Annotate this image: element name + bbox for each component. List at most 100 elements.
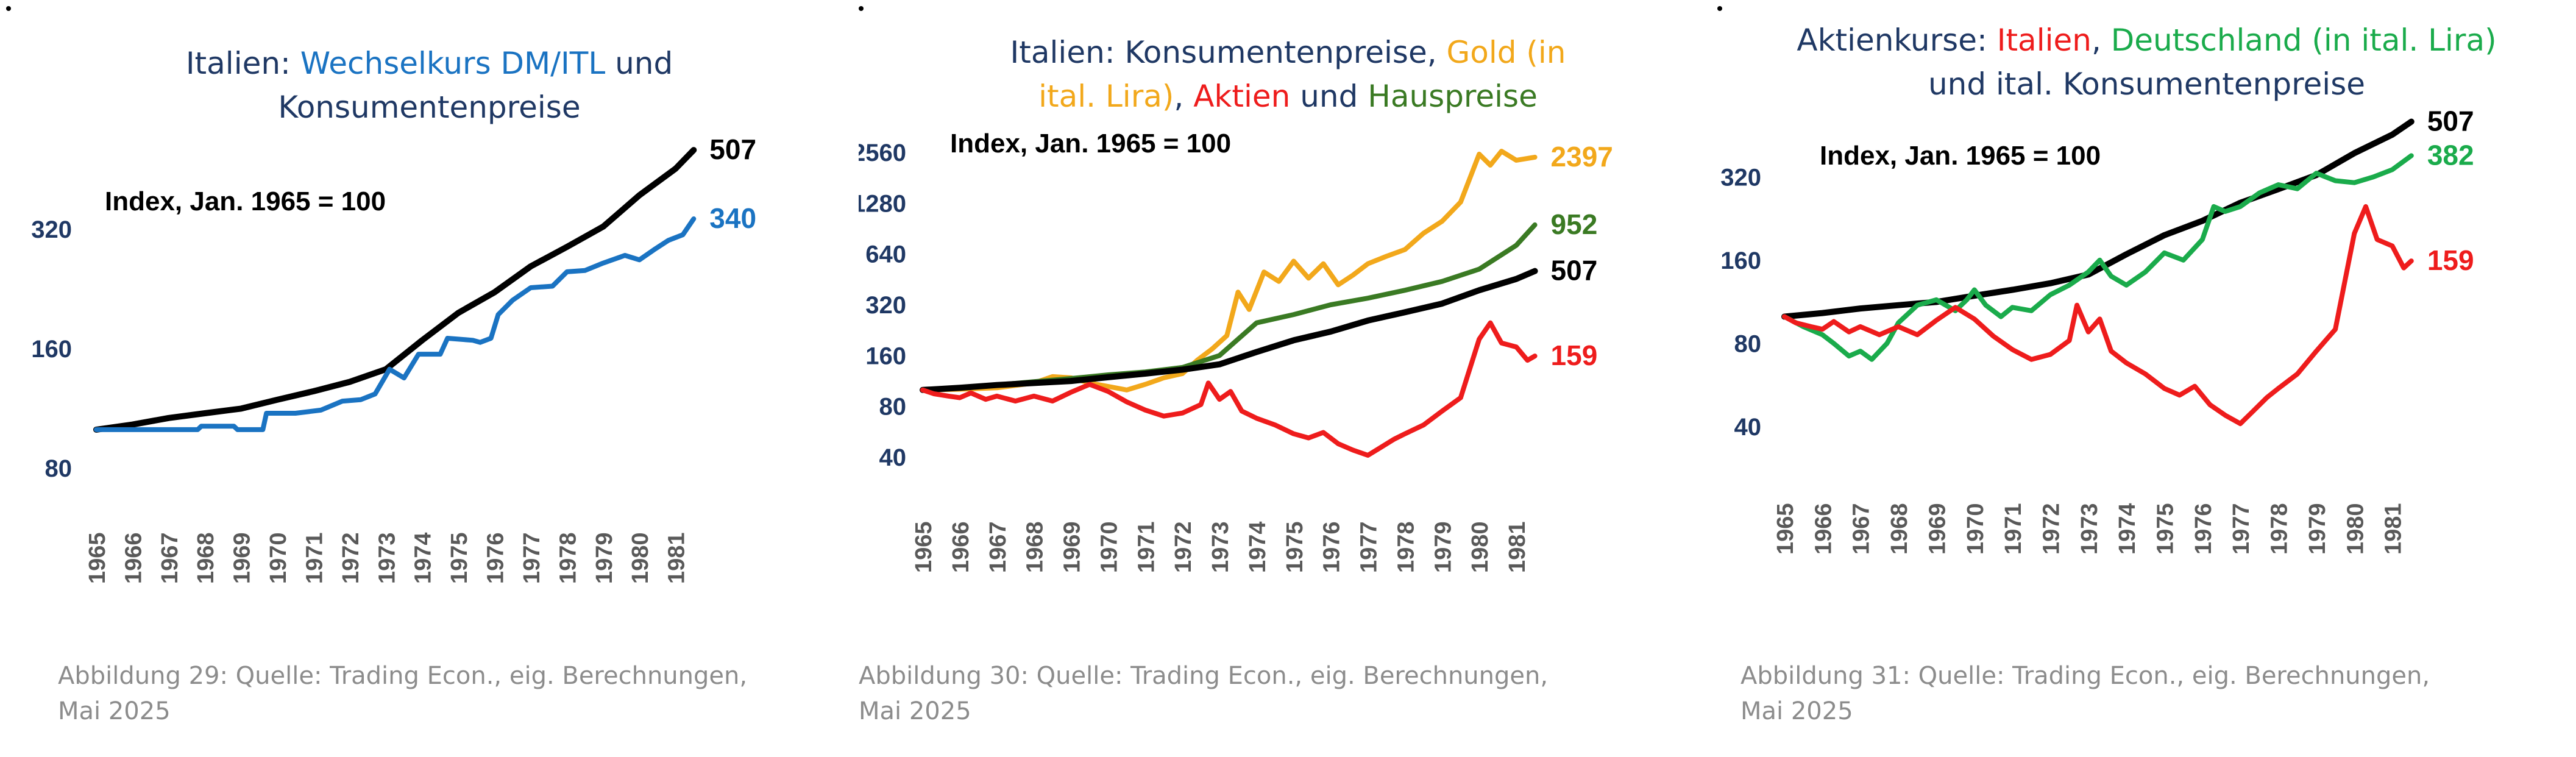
x-tick-label: 1970 <box>1963 503 1989 555</box>
corner-dot <box>1717 6 1722 11</box>
x-tick-label: 1966 <box>1811 503 1836 555</box>
end-value-label: 340 <box>709 202 756 234</box>
x-tick-label: 1977 <box>1357 521 1382 573</box>
x-tick-label: 1977 <box>519 532 545 584</box>
series-line-konsumentenpreise <box>93 147 697 433</box>
series-line-aktien <box>920 320 1538 458</box>
x-tick-label: 1978 <box>2267 503 2293 555</box>
x-tick-label: 1971 <box>302 532 327 584</box>
end-value-label: 507 <box>709 133 756 165</box>
title-part-0: Italien: Konsumentenpreise, <box>1010 35 1447 70</box>
x-tick-label: 1979 <box>592 532 617 584</box>
caption-line-2: Mai 2025 <box>1740 697 1853 725</box>
y-tick-label: 320 <box>865 292 906 319</box>
chart-title: Italien: Wechselkurs DM/ITL und Konsumen… <box>155 41 704 129</box>
title-part-2: , <box>1174 79 1194 114</box>
title-part-4: und <box>1290 79 1368 114</box>
caption-line-1: Abbildung 29: Quelle: Trading Econ., eig… <box>58 662 748 690</box>
y-tick-label: 640 <box>865 241 906 268</box>
corner-dot <box>859 6 864 11</box>
x-tick-label: 1968 <box>1023 521 1048 573</box>
title-part-3: Aktien <box>1193 79 1291 114</box>
x-tick-label: 1978 <box>555 532 581 584</box>
figure-caption: Abbildung 29: Quelle: Trading Econ., eig… <box>58 658 747 729</box>
chart-annotation: Index, Jan. 1965 = 100 <box>1820 141 2101 171</box>
title-part-3: Deutschland (in ital. Lira) <box>2110 23 2497 58</box>
series-line-konsumentenpreise <box>1781 118 2415 320</box>
y-tick-label: 80 <box>1734 330 1762 357</box>
series-line-italien <box>1782 204 2414 427</box>
x-tick-label: 1975 <box>1282 521 1308 573</box>
series-line-wechselkurs-dm-itl <box>94 216 697 432</box>
end-value-label: 2397 <box>1551 141 1613 172</box>
x-tick-label: 1972 <box>1171 521 1196 573</box>
x-tick-label: 1967 <box>985 521 1011 573</box>
series-line-konsumentenpreise <box>920 268 1538 393</box>
figure-caption: Abbildung 31: Quelle: Trading Econ., eig… <box>1740 658 2430 729</box>
figure-caption: Abbildung 30: Quelle: Trading Econ., eig… <box>859 658 1548 729</box>
x-tick-label: 1971 <box>2001 503 2026 555</box>
x-tick-label: 1981 <box>2381 503 2407 555</box>
y-tick-label: 320 <box>1720 164 1761 191</box>
x-tick-label: 1975 <box>2153 503 2179 555</box>
chart-panel-1: Italien: Wechselkurs DM/ITL und Konsumen… <box>0 0 859 757</box>
title-part-0: Aktienkurse: <box>1797 23 1997 58</box>
x-tick-label: 1972 <box>2038 503 2064 555</box>
x-tick-label: 1970 <box>1096 521 1122 573</box>
x-tick-label: 1967 <box>157 532 183 584</box>
end-value-label: 382 <box>2427 139 2474 171</box>
x-tick-label: 1966 <box>121 532 146 584</box>
end-value-label: 507 <box>2427 105 2474 137</box>
x-tick-label: 1973 <box>1208 521 1233 573</box>
x-tick-label: 1976 <box>1319 521 1345 573</box>
chart-annotation: Index, Jan. 1965 = 100 <box>105 187 386 216</box>
x-tick-label: 1969 <box>230 532 255 584</box>
caption-line-1: Abbildung 30: Quelle: Trading Econ., eig… <box>859 662 1549 690</box>
x-tick-label: 1966 <box>948 521 974 573</box>
x-tick-label: 1968 <box>1887 503 1912 555</box>
end-value-label: 952 <box>1551 208 1598 240</box>
x-tick-label: 1974 <box>1245 521 1271 573</box>
y-tick-label: 160 <box>31 336 72 363</box>
y-tick-label: 40 <box>879 444 907 471</box>
title-part-2: und Konsumentenpreise <box>278 46 673 125</box>
series-line-gold-in-ital-lira- <box>920 149 1538 393</box>
chart-svg: 80 160 320 1965 1966 1967 1968 1969 1970 1971 1972… <box>31 133 756 584</box>
x-tick-label: 1974 <box>411 532 436 584</box>
x-tick-label: 1976 <box>2191 503 2216 555</box>
x-tick-label: 1965 <box>85 532 110 584</box>
y-tick-label: 80 <box>879 394 907 421</box>
x-tick-label: 1980 <box>1467 521 1493 573</box>
y-tick-label: 80 <box>45 455 73 482</box>
title-part-1: Gold (in ital. Lira) <box>1038 35 1566 114</box>
series-line-deutschland-in-ital-lira- <box>1782 153 2414 362</box>
x-tick-label: 1965 <box>911 521 937 573</box>
x-tick-label: 1979 <box>1430 521 1456 573</box>
title-part-1: Wechselkurs DM/ITL <box>300 46 606 81</box>
x-tick-label: 1981 <box>664 532 690 584</box>
title-part-0: Italien: <box>185 46 300 81</box>
chart-panel-2: Italien: Konsumentenpreise, Gold (in ita… <box>859 0 1717 757</box>
end-value-label: 507 <box>1551 255 1598 286</box>
x-tick-label: 1969 <box>1925 503 1950 555</box>
x-tick-label: 1981 <box>1505 521 1530 573</box>
caption-line-2: Mai 2025 <box>859 697 971 725</box>
series-line-hauspreise <box>920 222 1538 393</box>
x-tick-label: 1967 <box>1849 503 1875 555</box>
x-tick-label: 1969 <box>1060 521 1085 573</box>
title-part-1: Italien <box>1996 23 2092 58</box>
x-tick-label: 1970 <box>266 532 291 584</box>
x-tick-label: 1973 <box>2077 503 2102 555</box>
title-part-5: Hauspreise <box>1368 79 1538 114</box>
title-part-2: , <box>2091 23 2111 58</box>
x-tick-label: 1975 <box>447 532 472 584</box>
y-tick-label: 160 <box>1720 247 1761 274</box>
corner-dot <box>6 6 11 11</box>
chart-svg: 40 80 160 320 640 1280 2560 1965 1966 1967 1968 196… <box>859 129 1613 573</box>
x-tick-label: 1973 <box>374 532 400 584</box>
x-tick-label: 1971 <box>1134 521 1159 573</box>
x-tick-label: 1972 <box>338 532 364 584</box>
x-tick-label: 1980 <box>2343 503 2368 555</box>
x-tick-label: 1974 <box>2115 503 2140 555</box>
x-tick-label: 1980 <box>628 532 653 584</box>
